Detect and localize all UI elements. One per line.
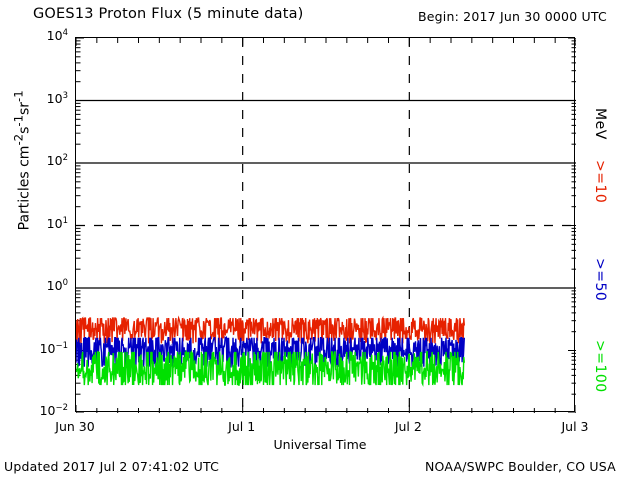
legend-item-p100: >=100: [592, 340, 608, 393]
y-tick-label: 10−2: [39, 403, 68, 419]
x-tick-label: Jul 1: [228, 419, 256, 434]
x-axis-title: Universal Time: [273, 437, 367, 452]
updated-timestamp: Updated 2017 Jul 2 07:41:02 UTC: [4, 459, 220, 474]
y-tick-label: 10−1: [39, 340, 68, 356]
series-p10: [76, 315, 466, 344]
y-tick-label: 101: [46, 215, 68, 231]
x-tick-label: Jun 30: [55, 419, 95, 434]
begin-time-label: Begin: 2017 Jun 30 0000 UTC: [418, 9, 607, 24]
y-tick-label: 103: [46, 90, 68, 106]
y-tick-label: 100: [46, 278, 68, 294]
y-tick-label: 104: [46, 28, 68, 44]
source-attribution: NOAA/SWPC Boulder, CO USA: [425, 459, 616, 474]
plot-svg: [76, 38, 576, 413]
series-p100: [76, 349, 466, 387]
x-tick-label: Jul 2: [394, 419, 422, 434]
legend-unit-label: MeV: [592, 108, 608, 140]
x-tick-label: Jul 3: [561, 419, 589, 434]
series-p50: [76, 335, 466, 368]
plot-area: [75, 37, 576, 413]
y-tick-label: 102: [46, 153, 68, 169]
legend-item-p10: >=10: [592, 160, 608, 204]
legend-item-p50: >=50: [592, 258, 608, 302]
page-title: GOES13 Proton Flux (5 minute data): [33, 6, 304, 22]
